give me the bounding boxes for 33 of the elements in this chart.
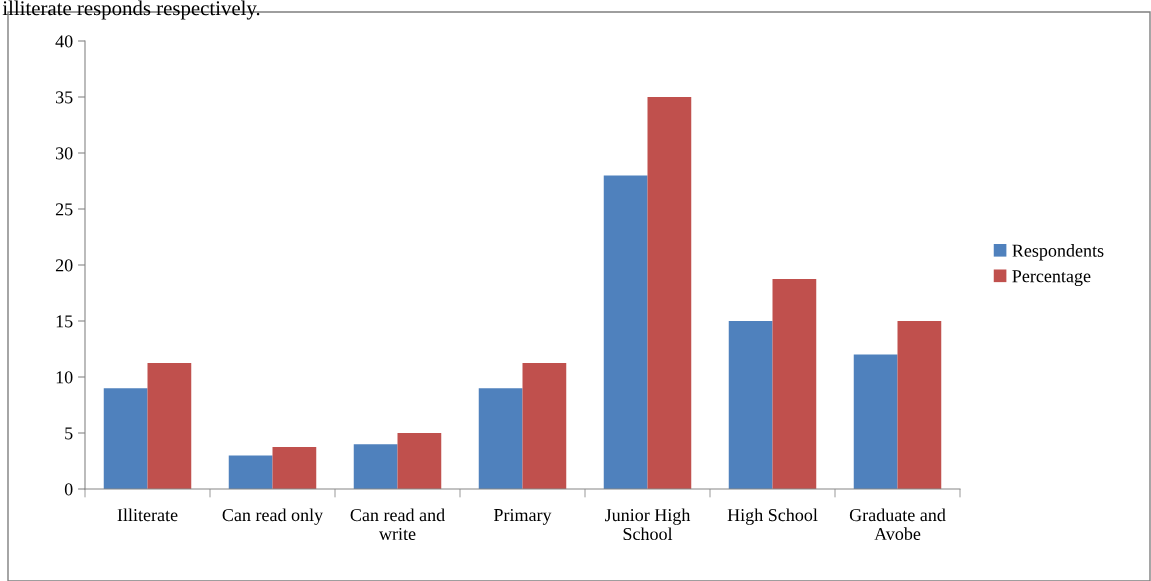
y-tick-label: 40: [55, 35, 73, 48]
legend-label: Percentage: [1012, 270, 1091, 287]
bar: [272, 447, 317, 489]
x-tick-label: Junior High School: [605, 508, 691, 541]
y-tick-label: 30: [56, 147, 73, 160]
x-tick-label: Primary: [493, 508, 552, 525]
y-tick-label: 20: [55, 259, 73, 272]
x-tick-label: Illiterate: [117, 508, 178, 522]
y-tick-label: 25: [55, 203, 73, 216]
text: illiterate responds respectively.: [2, 0, 260, 20]
x-tick-label: Can read and write: [350, 508, 445, 541]
bar: [853, 354, 898, 489]
bar: [147, 363, 192, 489]
y-tick-label: 5: [65, 427, 73, 440]
x-tick-label: High School: [727, 508, 818, 525]
bar: [103, 388, 148, 489]
bar: [897, 321, 942, 489]
y-tick-label: 15: [56, 315, 73, 328]
bar: [353, 444, 398, 489]
bar: [772, 279, 817, 489]
bar: [728, 321, 773, 489]
y-tick-label: 35: [56, 91, 73, 104]
bar: [478, 388, 523, 489]
legend-label: Respondents: [1012, 244, 1104, 261]
bar: [603, 175, 648, 489]
y-tick-label: 0: [64, 483, 73, 496]
bar: [522, 363, 567, 489]
x-tick-label: Graduate and Avobe: [849, 508, 946, 541]
bar: [397, 433, 442, 489]
bar: [228, 455, 273, 489]
x-tick-label: Can read only: [222, 508, 324, 525]
y-tick-label: 10: [56, 371, 73, 384]
bar: [647, 97, 692, 489]
